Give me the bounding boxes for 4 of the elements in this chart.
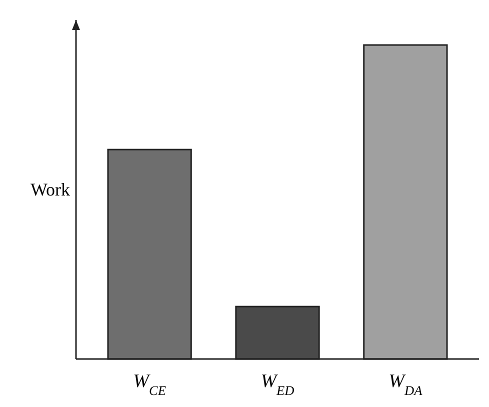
x-tick-label: W$_{ED}$ — [260, 371, 295, 398]
x-tick-label: W$_{CE}$ — [133, 371, 166, 398]
y-axis-title: Work — [30, 180, 70, 200]
x-tick-label: W$_{DA}$ — [388, 371, 424, 398]
